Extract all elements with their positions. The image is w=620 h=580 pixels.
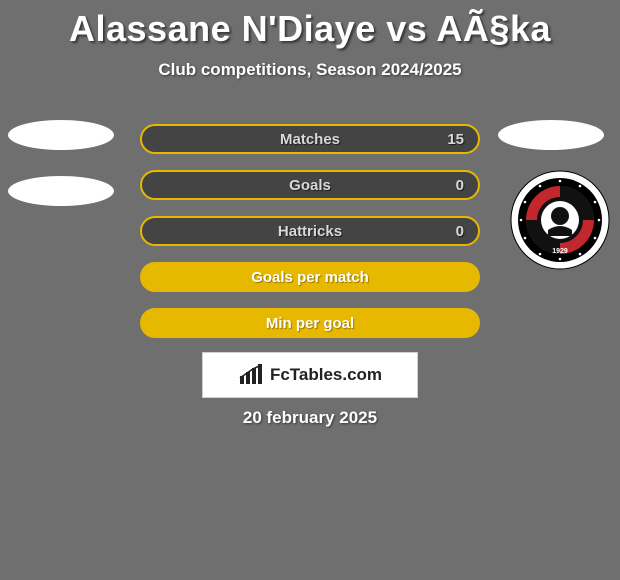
stat-label: Min per goal [266,315,354,332]
stat-value: 0 [456,177,464,194]
left-player-crest-placeholder [8,176,114,206]
stat-value: 0 [456,223,464,240]
brand-text: FcTables.com [270,365,382,385]
page-title: Alassane N'Diaye vs AÃ§ka [0,0,620,50]
stat-label: Hattricks [278,223,342,240]
brand-box: FcTables.com [202,352,418,398]
right-player-col [492,120,612,150]
page-subtitle: Club competitions, Season 2024/2025 [0,60,620,80]
stat-label: Goals [289,177,331,194]
stat-bar-matches: Matches 15 [140,124,480,154]
date-label: 20 february 2025 [0,408,620,428]
stat-bar-min-per-goal: Min per goal [140,308,480,338]
left-player-col [8,120,118,232]
stat-value: 15 [447,131,464,148]
crest-year: 1929 [552,248,568,255]
club-crest-icon: 1929 [510,170,610,270]
stat-bar-goals: Goals 0 [140,170,480,200]
stat-label: Matches [280,131,340,148]
right-player-flag-placeholder [498,120,604,150]
stat-bar-hattricks: Hattricks 0 [140,216,480,246]
bar-chart-icon [238,364,264,386]
stat-bars: Matches 15 Goals 0 Hattricks 0 Goals per… [140,124,480,354]
left-player-flag-placeholder [8,120,114,150]
stat-bar-goals-per-match: Goals per match [140,262,480,292]
right-player-crest: 1929 [510,170,610,275]
stat-label: Goals per match [251,269,369,286]
